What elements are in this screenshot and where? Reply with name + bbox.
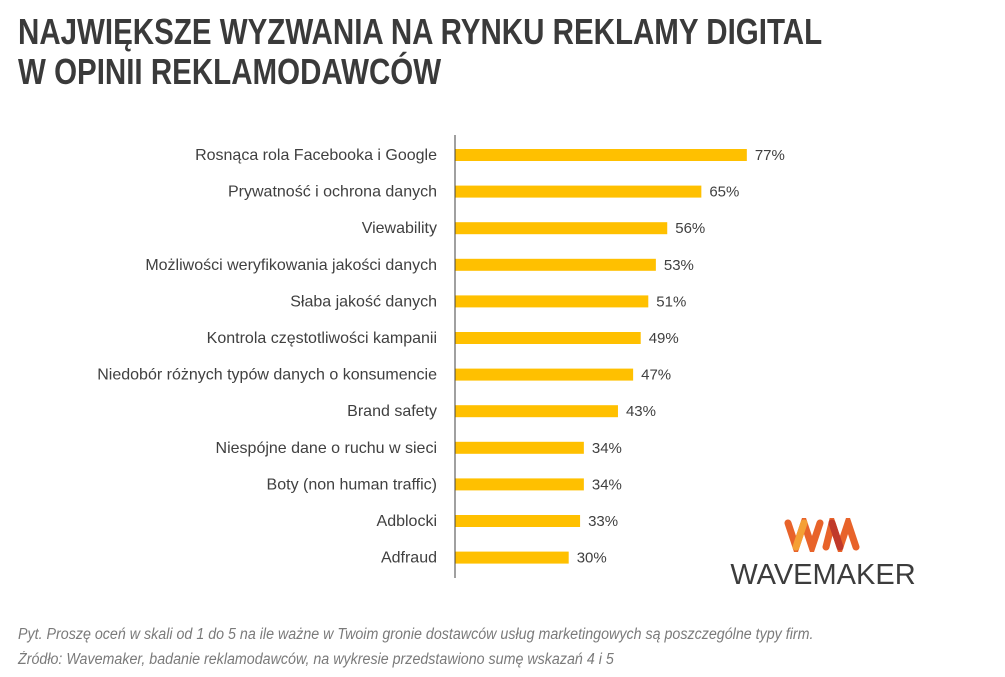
category-label: Kontrola częstotliwości kampanii	[207, 330, 437, 347]
bar	[455, 515, 581, 527]
value-label: 34%	[592, 440, 622, 457]
bar	[455, 185, 702, 198]
value-label: 33%	[588, 513, 618, 530]
footnote-source: Źródło: Wavemaker, badanie reklamodawców…	[18, 651, 614, 668]
value-label: 47%	[641, 367, 671, 384]
value-label: 43%	[626, 403, 656, 420]
bar	[455, 405, 618, 418]
bar	[455, 332, 641, 344]
bar	[455, 368, 634, 381]
footnote-question: Pyt. Proszę oceń w skali od 1 do 5 na il…	[18, 626, 814, 643]
wm-logo-mark-icon	[784, 510, 860, 559]
category-label: Niedobór różnych typów danych o konsumen…	[97, 367, 437, 384]
bar	[455, 441, 584, 454]
category-label: Adblocki	[377, 513, 437, 530]
value-label: 77%	[755, 147, 785, 164]
category-label: Brand safety	[347, 403, 437, 420]
title-line-1: NAJWIĘKSZE WYZWANIA NA RYNKU REKLAMY DIG…	[18, 11, 823, 52]
category-label: Boty (non human traffic)	[267, 476, 437, 493]
category-label: Rosnąca rola Facebooka i Google	[195, 147, 437, 164]
value-label: 56%	[675, 220, 705, 237]
value-label: 49%	[649, 330, 679, 347]
category-label: Viewability	[362, 220, 437, 237]
logo-wordmark: WAVEMAKER	[730, 559, 916, 591]
category-label: Słaba jakość danych	[290, 293, 437, 310]
value-label: 53%	[664, 257, 694, 274]
bar	[455, 295, 649, 308]
value-label: 30%	[577, 550, 607, 567]
category-label: Niespójne dane o ruchu w sieci	[216, 440, 437, 457]
chart-title: NAJWIĘKSZE WYZWANIA NA RYNKU REKLAMY DIG…	[18, 12, 822, 92]
bar	[455, 551, 569, 564]
bar	[455, 149, 747, 161]
bar	[455, 222, 668, 235]
title-line-2: W OPINII REKLAMODAWCÓW	[18, 51, 442, 92]
category-label: Prywatność i ochrona danych	[228, 184, 437, 201]
value-label: 34%	[592, 476, 622, 493]
category-label: Możliwości weryfikowania jakości danych	[145, 257, 437, 274]
bar	[455, 478, 584, 491]
category-label: Adfraud	[381, 550, 437, 567]
bar	[455, 258, 656, 271]
value-label: 65%	[709, 184, 739, 201]
wavemaker-logo: WAVEMAKER	[728, 510, 918, 592]
value-label: 51%	[656, 293, 686, 310]
